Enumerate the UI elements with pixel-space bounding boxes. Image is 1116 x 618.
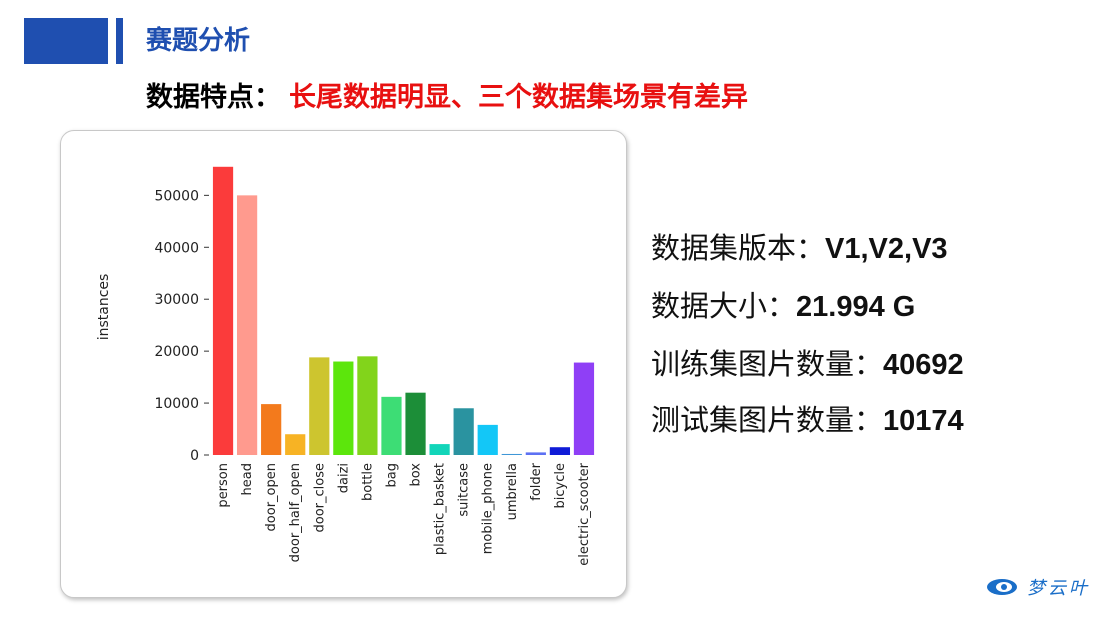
bar-electric-scooter [573, 362, 595, 455]
bar-person [212, 166, 234, 455]
info-version-value: V1,V2,V3 [825, 233, 948, 265]
y-tick-label: 20000 [154, 344, 199, 360]
bar-bag [381, 396, 402, 455]
chart-card: instances 0 10000 20000 30000 40000 50000 perso… [60, 130, 627, 598]
bar-daizi [333, 361, 354, 455]
logo-text: 梦云叶 [1027, 578, 1090, 599]
x-tick-label: door_half_open [288, 463, 303, 562]
cloud-eye-icon [987, 579, 1017, 595]
bar-mobile-phone [477, 424, 498, 455]
x-tick-label: bottle [360, 463, 375, 501]
info-size: 数据大小：21.994 G [651, 286, 915, 327]
bar-door-half-open [285, 434, 306, 455]
info-train-value: 40692 [883, 349, 964, 381]
y-axis-label: instances [96, 274, 112, 341]
x-tick-label: folder [529, 462, 544, 500]
bar-bottle [357, 356, 378, 455]
x-tick-label: umbrella [505, 463, 520, 520]
x-tick-label: mobile_phone [481, 463, 496, 554]
y-tick-label: 40000 [154, 240, 199, 256]
bar-folder [525, 452, 546, 455]
bar-head [236, 195, 258, 455]
x-tick-label: suitcase [457, 463, 472, 517]
brand-logo: 梦云叶 [985, 572, 1090, 602]
bar-door-close [309, 357, 330, 455]
info-version-label: 数据集版本： [651, 231, 826, 265]
bar-umbrella [501, 453, 522, 455]
y-tick-label: 0 [190, 448, 199, 464]
header-accent-block [24, 18, 108, 64]
y-tick-label: 50000 [154, 188, 199, 204]
subtitle: 数据特点： 长尾数据明显、三个数据集场景有差异 [146, 80, 748, 116]
x-tick-label: plastic_basket [433, 463, 448, 555]
x-tick-label: bicycle [553, 463, 568, 508]
x-tick-label: person [216, 463, 231, 508]
info-size-label: 数据大小： [651, 289, 797, 323]
x-tick-label: head [240, 463, 255, 495]
info-test-count: 测试集图片数量：10174 [651, 400, 964, 441]
info-train-label: 训练集图片数量： [651, 347, 884, 381]
bar-box [405, 392, 426, 455]
instances-bar-chart: instances 0 10000 20000 30000 40000 50000 perso… [96, 166, 595, 566]
x-tick-label: door_open [264, 463, 279, 531]
info-size-value: 21.994 G [796, 291, 916, 323]
info-version: 数据集版本：V1,V2,V3 [651, 228, 948, 269]
bar-suitcase [453, 408, 474, 455]
info-train-count: 训练集图片数量：40692 [651, 344, 964, 385]
bar-plastic-basket [429, 444, 450, 455]
header-accent-bar [116, 18, 123, 64]
x-tick-label: box [409, 463, 424, 487]
x-tick-label: electric_scooter [577, 462, 592, 565]
y-tick-label: 10000 [154, 396, 199, 412]
y-tick-label: 30000 [154, 292, 199, 308]
subtitle-prefix: 数据特点： [146, 82, 281, 113]
bar-door-open [261, 404, 282, 455]
page-title: 赛题分析 [146, 26, 251, 56]
info-test-value: 10174 [883, 405, 964, 437]
x-tick-label: daizi [336, 463, 351, 493]
subtitle-highlight: 长尾数据明显、三个数据集场景有差异 [289, 82, 748, 113]
x-tick-label: door_close [312, 463, 327, 533]
bar-bicycle [549, 447, 571, 455]
x-tick-label: bag [384, 463, 399, 487]
info-test-label: 测试集图片数量： [651, 403, 884, 437]
